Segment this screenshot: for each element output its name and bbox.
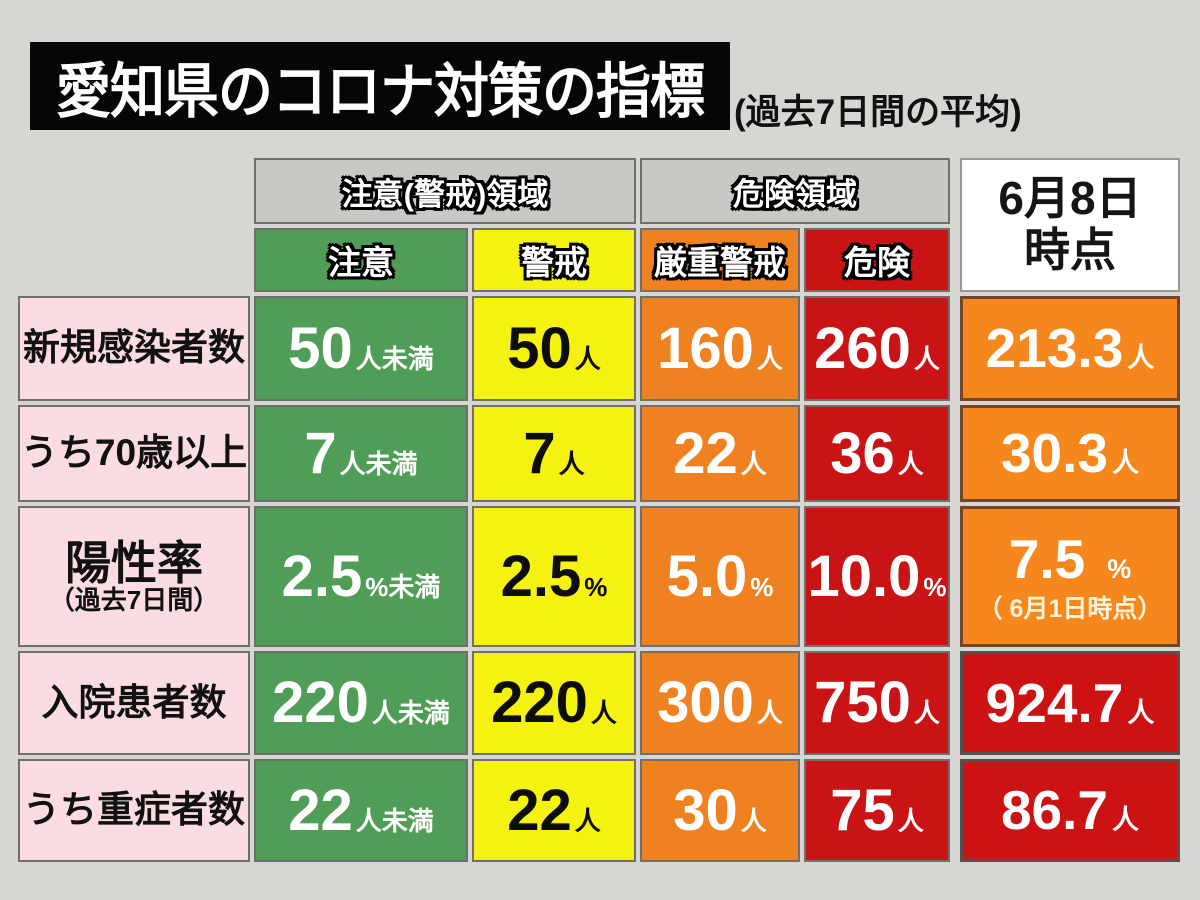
threshold-cell: 300 人 xyxy=(640,651,800,755)
level-header-danger: 危険 xyxy=(804,228,950,292)
level-header-warning: 警戒 xyxy=(472,228,636,292)
page-title: 愛知県のコロナ対策の指標 xyxy=(55,57,705,125)
threshold-cell: 160 人 xyxy=(640,296,800,401)
zone-header-caution-warning: 注意(警戒)領域 xyxy=(254,158,636,224)
threshold-cell: 22 人 xyxy=(640,405,800,502)
threshold-cell: 220 人 xyxy=(472,651,636,755)
as-of-date-line1: 6月8日 xyxy=(998,172,1142,225)
zone-header-danger: 危険領域 xyxy=(640,158,950,224)
row-label-age-70-plus: うち70歳以上 xyxy=(18,405,250,502)
threshold-cell: 22 人未満 xyxy=(254,759,468,862)
threshold-cell: 7 人未満 xyxy=(254,405,468,502)
threshold-cell: 50 人未満 xyxy=(254,296,468,401)
threshold-cell: 10.0% xyxy=(804,506,950,647)
row-label-new-cases: 新規感染者数 xyxy=(18,296,250,401)
threshold-cell: 36 人 xyxy=(804,405,950,502)
title-bar: 愛知県のコロナ対策の指標 xyxy=(30,42,730,130)
current-values-column: 6月8日 時点 213.3 人 30.3 人 7.5% （ 6月1日時点） 924.… xyxy=(960,158,1180,862)
current-value-positivity-rate: 7.5% （ 6月1日時点） xyxy=(960,506,1180,647)
zone-header-label: 注意(警戒)領域 xyxy=(341,176,549,212)
row-label-positivity-rate: 陽性率 （過去7日間） xyxy=(18,506,250,647)
current-value-hospitalized: 924.7 人 xyxy=(960,651,1180,755)
threshold-cell: 5.0% xyxy=(640,506,800,647)
current-value-age-70-plus: 30.3 人 xyxy=(960,405,1180,502)
row-label-hospitalized: 入院患者数 xyxy=(18,651,250,755)
threshold-cell: 30 人 xyxy=(640,759,800,862)
current-value-severe-cases: 86.7 人 xyxy=(960,759,1180,862)
threshold-cell: 2.5 %未満 xyxy=(254,506,468,647)
threshold-cell: 220 人未満 xyxy=(254,651,468,755)
zone-header-label: 危険領域 xyxy=(733,176,857,212)
threshold-cell: 50 人 xyxy=(472,296,636,401)
threshold-cell: 75 人 xyxy=(804,759,950,862)
positivity-as-of-note: （ 6月1日時点） xyxy=(977,594,1163,623)
level-header-severe-warning: 厳重警戒 xyxy=(640,228,800,292)
level-header-caution: 注意 xyxy=(254,228,468,292)
threshold-cell: 260 人 xyxy=(804,296,950,401)
as-of-date-line2: 時点 xyxy=(1024,224,1116,276)
subtitle: (過去7日間の平均) xyxy=(734,93,1022,132)
threshold-cell: 750 人 xyxy=(804,651,950,755)
threshold-table: 注意(警戒)領域 危険領域 注意 警戒 厳重警戒 危険 新規感染者数 50 人未満… xyxy=(18,158,950,862)
threshold-cell: 22 人 xyxy=(472,759,636,862)
as-of-date-header: 6月8日 時点 xyxy=(960,158,1180,292)
threshold-cell: 2.5% xyxy=(472,506,636,647)
current-value-new-cases: 213.3 人 xyxy=(960,296,1180,401)
row-label-severe-cases: うち重症者数 xyxy=(18,759,250,862)
